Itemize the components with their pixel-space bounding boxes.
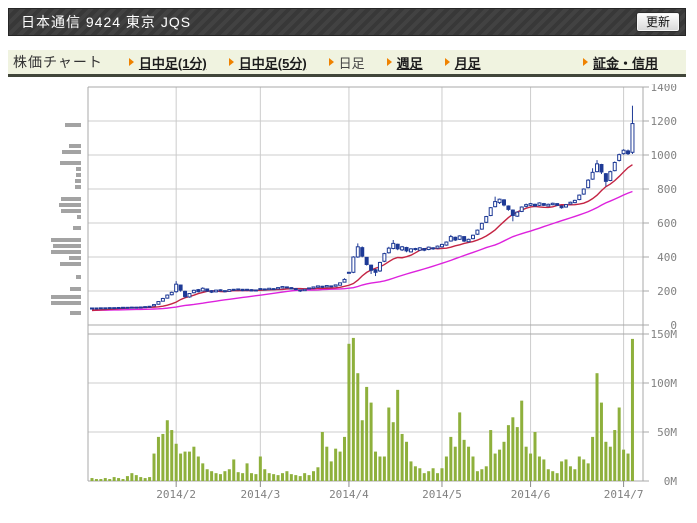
axis-labels: 0 200 400 600 800 1000 1200 1400 0M 50M 100M 150M 20… xyxy=(156,84,677,501)
arrow-icon xyxy=(328,58,334,66)
nav-title: 株価チャート xyxy=(13,54,103,70)
volume-profile-layer xyxy=(51,123,81,315)
svg-text:2014/5: 2014/5 xyxy=(422,488,462,501)
tab-margin[interactable]: 証金・信用 xyxy=(582,53,658,72)
tab-monthly[interactable]: 月足 xyxy=(444,53,481,72)
arrow-icon xyxy=(444,58,450,66)
arrow-icon xyxy=(228,58,234,66)
svg-text:2014/4: 2014/4 xyxy=(329,488,369,501)
nav-items: 日中足(1分) 日中足(5分) 日足 週足 月足 証金・信用 xyxy=(103,53,686,72)
tab-daily[interactable]: 日足 xyxy=(328,53,365,72)
title-bar: 日本通信 9424 東京 JQS 更新 xyxy=(8,8,686,36)
svg-text:2014/6: 2014/6 xyxy=(511,488,551,501)
svg-text:2014/2: 2014/2 xyxy=(156,488,196,501)
svg-text:1200: 1200 xyxy=(651,115,678,128)
candles-layer xyxy=(90,105,635,310)
tab-weekly[interactable]: 週足 xyxy=(386,53,423,72)
ma-long-line xyxy=(91,190,633,312)
svg-text:400: 400 xyxy=(657,251,677,264)
tab-label: 週足 xyxy=(396,55,423,71)
svg-text:200: 200 xyxy=(657,285,677,298)
tab-label: 日中足(5分) xyxy=(238,55,307,71)
ma-short-line xyxy=(91,164,633,312)
svg-text:1400: 1400 xyxy=(651,84,678,94)
arrow-icon xyxy=(582,58,588,66)
volume-layer xyxy=(90,337,634,481)
arrow-icon xyxy=(386,58,392,66)
tab-intraday-5min[interactable]: 日中足(5分) xyxy=(228,53,307,72)
stock-chart: 0 200 400 600 800 1000 1200 1400 0M 50M 100M 150M 20… xyxy=(51,84,677,501)
tab-label: 証金・信用 xyxy=(592,55,658,71)
svg-text:0: 0 xyxy=(670,319,677,332)
tab-label: 日中足(1分) xyxy=(138,55,207,71)
stock-title: 日本通信 9424 東京 JQS xyxy=(21,14,192,30)
arrow-icon xyxy=(128,58,134,66)
tab-intraday-1min[interactable]: 日中足(1分) xyxy=(128,53,207,72)
tab-label: 月足 xyxy=(454,55,481,71)
tab-label: 日足 xyxy=(338,55,365,71)
svg-text:600: 600 xyxy=(657,217,677,230)
svg-text:1000: 1000 xyxy=(651,149,678,162)
svg-text:150M: 150M xyxy=(651,328,678,341)
refresh-button[interactable]: 更新 xyxy=(635,12,680,32)
chart-nav: 株価チャート 日中足(1分) 日中足(5分) 日足 週足 月足 証金・信用 xyxy=(8,50,686,77)
svg-text:50M: 50M xyxy=(657,426,677,439)
svg-text:100M: 100M xyxy=(651,377,678,390)
svg-text:2014/7: 2014/7 xyxy=(604,488,644,501)
svg-text:0M: 0M xyxy=(664,475,678,488)
svg-text:2014/3: 2014/3 xyxy=(240,488,280,501)
svg-text:800: 800 xyxy=(657,183,677,196)
